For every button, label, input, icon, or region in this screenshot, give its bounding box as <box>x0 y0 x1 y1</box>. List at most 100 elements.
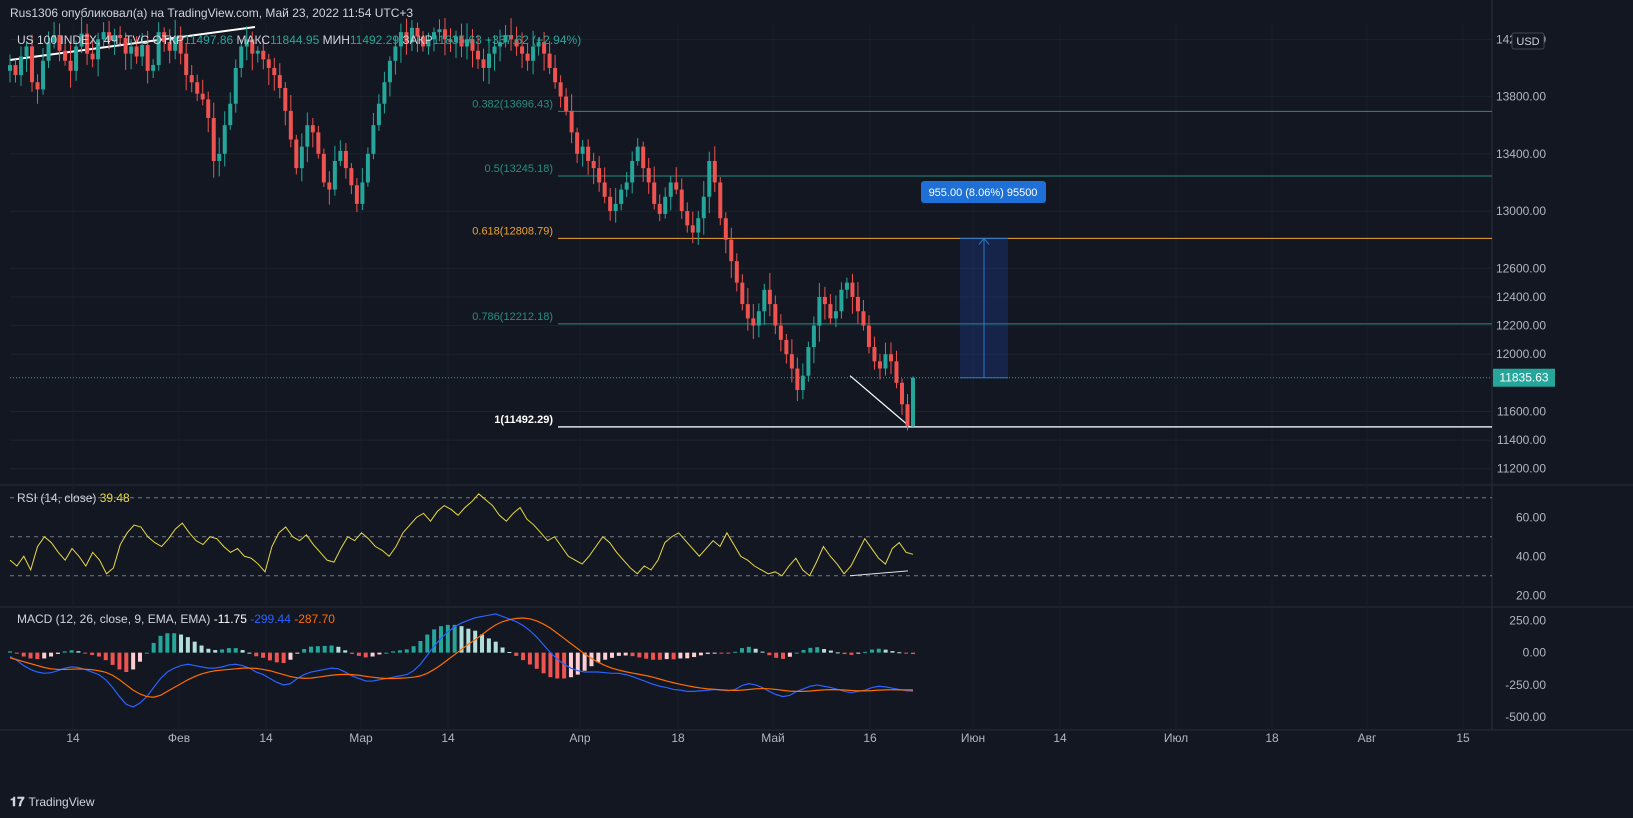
candle <box>415 22 420 53</box>
candle <box>575 127 580 164</box>
candle <box>465 23 470 60</box>
candle-body <box>679 189 684 212</box>
candle <box>167 29 172 64</box>
candle <box>888 342 893 375</box>
macd-histogram-bar <box>274 652 279 663</box>
candle-body <box>701 196 706 219</box>
candle <box>41 48 46 95</box>
ohlc-value: 11844.95 <box>270 33 323 47</box>
macd-histogram-bar <box>678 652 683 659</box>
macd-histogram-bar <box>76 651 81 653</box>
macd-histogram-bar <box>657 652 662 660</box>
candle-body <box>250 39 255 54</box>
macd-histogram-bar <box>480 634 485 653</box>
macd-histogram-bar <box>315 646 320 653</box>
macd-histogram-bar <box>651 652 656 660</box>
candle <box>85 23 90 66</box>
candle <box>520 32 525 68</box>
candle-body <box>888 354 893 362</box>
signal-value: -287.70 <box>294 612 335 626</box>
time-tick-label: 15 <box>1456 731 1470 745</box>
time-tick-label: 18 <box>1265 731 1279 745</box>
brand-label[interactable]: TradingView <box>28 795 95 809</box>
price-tick-label: 13000.00 <box>1496 204 1546 218</box>
candle-body <box>745 304 750 319</box>
macd-histogram-bar <box>49 652 54 657</box>
time-tick-label: Мар <box>349 731 373 745</box>
candle-body <box>850 282 855 297</box>
macd-histogram-bar <box>226 648 231 653</box>
macd-histogram-bar <box>897 652 902 654</box>
candle-body <box>509 35 514 40</box>
candle-body <box>134 46 139 57</box>
candle <box>206 91 211 133</box>
rsi-divergence-line <box>849 570 909 577</box>
macd-line <box>9 613 914 708</box>
candle <box>30 34 35 92</box>
candle-body <box>24 46 29 57</box>
candle-body <box>839 289 844 312</box>
candle <box>453 30 458 59</box>
candle <box>129 39 134 70</box>
candle-body <box>635 146 640 161</box>
rsi-tick-label: 20.00 <box>1516 588 1546 602</box>
candle <box>569 94 574 144</box>
currency-tag: USD <box>1511 32 1545 50</box>
rsi-value: 39.48 <box>100 491 130 505</box>
candle <box>525 42 530 71</box>
price-tick-label: 11200.00 <box>1497 462 1546 476</box>
candle-body <box>156 32 161 66</box>
macd-histogram-bar <box>883 649 888 653</box>
candle-body <box>85 33 90 54</box>
candle-body <box>751 318 756 326</box>
macd-histogram-bar <box>521 652 526 661</box>
time-axis[interactable]: 14 Фев 14 Мар 14 Апр 18 Май 16 Июн 14 Июл 18 Авг 15 <box>66 731 1470 745</box>
macd-histogram-bar <box>459 626 464 653</box>
candle-body <box>641 146 646 169</box>
macd-histogram-bar <box>548 652 553 678</box>
macd-histogram-bar <box>828 650 833 653</box>
candle <box>619 184 624 211</box>
currency-box <box>1511 32 1545 50</box>
macd-tick-label: -500.00 <box>1505 710 1546 724</box>
candle <box>316 125 321 159</box>
candle-body <box>96 39 101 60</box>
fib-label: 0.786(12212.18) <box>472 311 553 323</box>
fib-label: 0.5(13245.18) <box>485 163 554 175</box>
macd-histogram-bar <box>185 637 190 653</box>
candle <box>360 167 365 210</box>
price-axis[interactable]: 14200.0013800.0013400.0013000.0012600.00… <box>1493 32 1555 724</box>
ohlc-value: 11492.29 <box>350 33 403 47</box>
macd-histogram-bar <box>220 649 225 653</box>
macd-histogram-bar <box>787 652 792 657</box>
legends: US 100 INDEX, 4Ч, TVC ОТКР11497.86 МАКС1… <box>17 33 581 626</box>
candle-body <box>773 304 778 326</box>
macd-histogram-bar <box>685 652 690 659</box>
candle-body <box>762 289 767 312</box>
measure-label: 955.00 (8.06%) 95500 <box>929 187 1038 199</box>
candle-body <box>608 196 613 212</box>
candle <box>778 314 783 352</box>
macd-histogram-bar <box>801 650 806 653</box>
macd-histogram-bar <box>637 652 642 658</box>
macd-histogram-bar <box>562 652 567 679</box>
macd-histogram-bar <box>137 652 142 662</box>
candle <box>855 282 860 324</box>
price-range-measure[interactable]: 955.00 (8.06%) 95500 <box>921 181 1046 379</box>
candle-body <box>619 189 624 204</box>
candle <box>674 167 679 195</box>
candle-body <box>277 75 282 88</box>
last-price-label: 11835.63 <box>1499 371 1548 385</box>
time-tick-label: 18 <box>671 731 685 745</box>
candle <box>332 145 337 196</box>
candle-body <box>498 42 503 47</box>
candle <box>481 48 486 82</box>
candle <box>580 139 585 167</box>
candle-body <box>19 56 24 76</box>
macd-histogram-bar <box>247 652 252 654</box>
rsi-legend: RSI (14, close) 39.48 <box>17 491 130 505</box>
candle-body <box>310 125 315 133</box>
macd-histogram-bar <box>213 650 218 653</box>
fib-retracement[interactable]: 0.382(13696.43) 0.5(13245.18) 0.618(12808.… <box>9 26 1492 428</box>
